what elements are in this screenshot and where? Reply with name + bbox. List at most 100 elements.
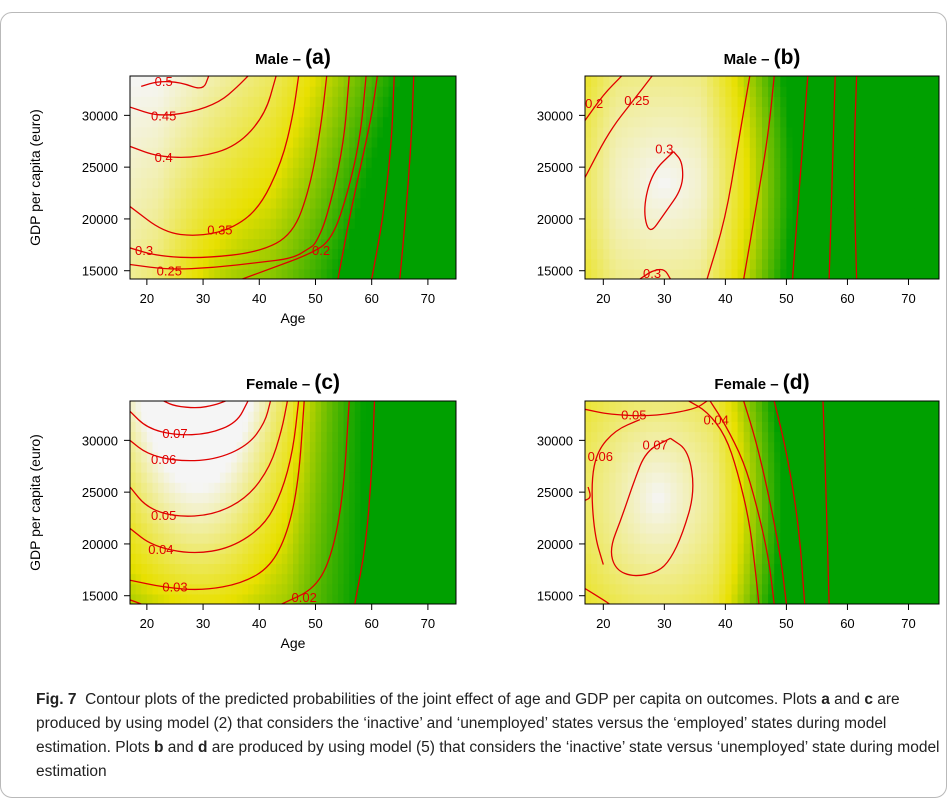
heat-cell <box>197 502 204 514</box>
heat-cell <box>433 472 440 483</box>
heat-cell <box>884 177 891 189</box>
heat-cell <box>902 543 910 554</box>
heat-cell <box>786 492 794 504</box>
heat-cell <box>276 96 283 108</box>
heat-cell <box>859 472 867 483</box>
heat-cell <box>422 96 429 108</box>
heat-cell <box>932 218 939 229</box>
heat-cell <box>276 502 283 514</box>
heat-cell <box>394 502 401 514</box>
heat-cell <box>755 197 763 209</box>
heat-cell <box>321 553 328 564</box>
heat-cell <box>908 136 916 148</box>
heat-cell <box>670 177 678 189</box>
y-axis-label: GDP per capita (euro) <box>27 109 43 246</box>
heat-cell <box>388 522 395 534</box>
heat-cell <box>621 228 629 239</box>
heat-cell <box>646 167 653 179</box>
heat-cell <box>688 218 696 229</box>
heat-cell <box>135 543 142 554</box>
heat-cell <box>433 167 440 179</box>
heat-cell <box>908 157 916 168</box>
heat-cell <box>382 106 390 118</box>
heat-cell <box>259 218 266 229</box>
heat-cell <box>810 461 818 473</box>
heat-cell <box>236 573 244 585</box>
heat-cell <box>920 472 928 483</box>
heat-cell <box>694 86 702 97</box>
heat-cell <box>191 482 199 493</box>
heat-cell <box>615 187 623 199</box>
heat-cell <box>225 207 232 219</box>
heat-cell <box>439 207 446 219</box>
heat-cell <box>731 268 739 279</box>
heat-cell <box>884 167 891 179</box>
heat-cell <box>841 268 849 279</box>
heat-cell <box>427 96 435 108</box>
heat-cell <box>343 583 350 595</box>
heat-cell <box>835 177 842 189</box>
heat-cell <box>293 583 300 595</box>
heat-cell <box>700 451 708 463</box>
heat-cell <box>719 136 726 148</box>
heat-cell <box>422 512 429 524</box>
heat-cell <box>871 512 879 524</box>
heat-cell <box>337 177 345 189</box>
heat-cell <box>621 136 629 148</box>
heat-cell <box>146 76 154 87</box>
heat-cell <box>399 401 407 412</box>
heat-cell <box>236 421 244 433</box>
heat-cell <box>388 451 395 463</box>
heat-cell <box>203 116 210 128</box>
heat-cell <box>360 411 367 422</box>
heat-cell <box>388 207 395 219</box>
heat-cell <box>871 207 879 219</box>
heat-cell <box>321 522 328 534</box>
heat-cell <box>615 86 623 97</box>
heat-cell <box>259 258 266 270</box>
heat-cell <box>399 522 407 534</box>
heat-cell <box>304 228 311 239</box>
heat-cell <box>627 522 635 534</box>
heat-cell <box>158 472 165 483</box>
heat-cell <box>871 197 879 209</box>
heat-cell <box>792 401 800 412</box>
heat-cell <box>713 401 720 412</box>
heat-cell <box>902 401 910 412</box>
heat-cell <box>276 461 283 473</box>
heat-cell <box>203 86 210 97</box>
heat-cell <box>298 197 305 209</box>
heat-cell <box>639 218 647 229</box>
heat-cell <box>433 411 440 422</box>
heat-cell <box>603 167 611 179</box>
heat-cell <box>694 228 702 239</box>
x-axis-label: Age <box>281 635 306 651</box>
heat-cell <box>847 228 855 239</box>
heat-cell <box>298 228 305 239</box>
heat-cell <box>780 207 788 219</box>
heat-cell <box>377 472 384 483</box>
heat-cell <box>591 543 598 554</box>
heat-cell <box>174 593 182 604</box>
heat-cell <box>382 228 390 239</box>
heat-cell <box>627 187 635 199</box>
heat-cell <box>186 522 193 534</box>
heat-cell <box>810 502 818 514</box>
heat-cell <box>926 583 934 595</box>
heat-cell <box>609 492 617 504</box>
heat-cell <box>841 431 849 443</box>
heat-cell <box>664 583 672 595</box>
heat-cell <box>309 96 317 108</box>
heat-cell <box>835 593 842 604</box>
heat-cell <box>609 532 617 544</box>
heat-cell <box>609 187 617 199</box>
heat-cell <box>354 86 362 97</box>
heat-cell <box>853 563 861 575</box>
heat-cell <box>725 593 733 604</box>
heat-cell <box>349 431 356 443</box>
heat-cell <box>890 451 897 463</box>
heat-cell <box>639 553 647 564</box>
heat-cell <box>737 268 745 279</box>
heat-cell <box>203 522 210 534</box>
heat-cell <box>646 126 653 138</box>
